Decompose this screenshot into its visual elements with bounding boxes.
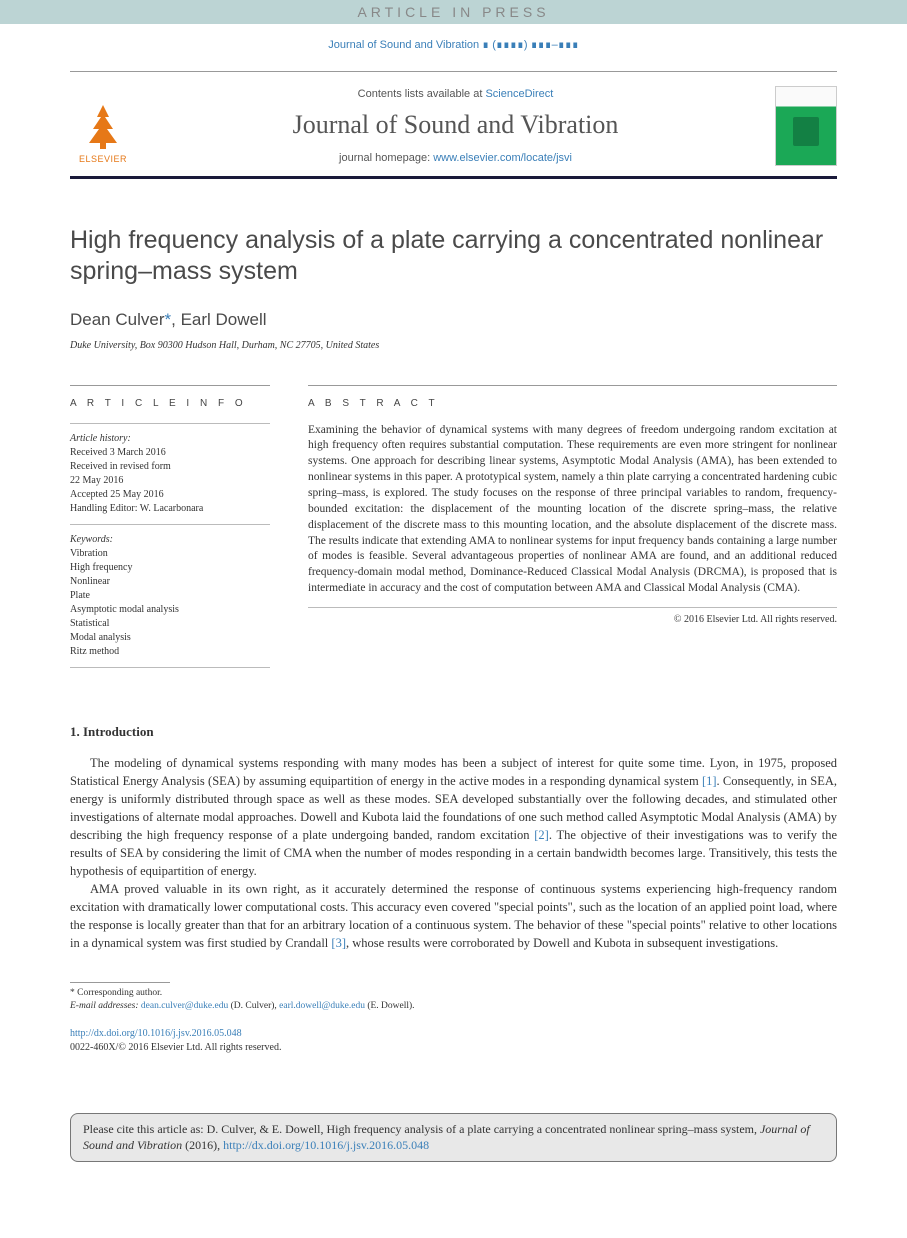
- homepage-link[interactable]: www.elsevier.com/locate/jsvi: [433, 152, 572, 164]
- corresponding-author-note: * Corresponding author.: [70, 987, 837, 1000]
- keywords-label: Keywords:: [70, 534, 113, 545]
- cite-prefix: Please cite this article as: D. Culver, …: [83, 1122, 760, 1136]
- homepage-line: journal homepage: www.elsevier.com/locat…: [156, 152, 755, 164]
- history-label: Article history:: [70, 433, 131, 444]
- ref-link-1[interactable]: [1]: [702, 774, 717, 788]
- keyword: Asymptotic modal analysis: [70, 604, 179, 615]
- paragraph-2: AMA proved valuable in its own right, as…: [70, 880, 837, 952]
- journal-center: Contents lists available at ScienceDirec…: [156, 88, 755, 164]
- email-link-1[interactable]: dean.culver@duke.edu: [141, 1001, 228, 1011]
- article-in-press-banner: ARTICLE IN PRESS: [0, 0, 907, 24]
- keyword: Nonlinear: [70, 576, 110, 587]
- keyword: Plate: [70, 590, 90, 601]
- footnote-rule: [70, 982, 170, 983]
- keywords: Keywords: Vibration High frequency Nonli…: [70, 524, 270, 668]
- abstract-copyright: © 2016 Elsevier Ltd. All rights reserved…: [308, 614, 837, 625]
- cite-year: (2016),: [182, 1138, 223, 1152]
- journal-header-box: ELSEVIER Contents lists available at Sci…: [70, 71, 837, 179]
- article-title: High frequency analysis of a plate carry…: [70, 225, 837, 288]
- keyword: Modal analysis: [70, 632, 131, 643]
- header-citation: Journal of Sound and Vibration ∎ (∎∎∎∎) …: [70, 24, 837, 71]
- abstract-header: A B S T R A C T: [308, 385, 837, 409]
- email-line: E-mail addresses: dean.culver@duke.edu (…: [70, 1000, 837, 1013]
- ref-link-3[interactable]: [3]: [331, 936, 346, 950]
- elsevier-logo: ELSEVIER: [70, 88, 136, 164]
- contents-prefix: Contents lists available at: [358, 88, 486, 100]
- footnotes: * Corresponding author. E-mail addresses…: [70, 987, 837, 1014]
- journal-name: Journal of Sound and Vibration: [156, 110, 755, 140]
- abstract-col: A B S T R A C T Examining the behavior o…: [308, 385, 837, 668]
- cite-doi-link[interactable]: http://dx.doi.org/10.1016/j.jsv.2016.05.…: [223, 1138, 429, 1152]
- affiliation: Duke University, Box 90300 Hudson Hall, …: [70, 340, 837, 351]
- keyword: Statistical: [70, 618, 109, 629]
- email-link-2[interactable]: earl.dowell@duke.edu: [279, 1001, 365, 1011]
- contents-line: Contents lists available at ScienceDirec…: [156, 88, 755, 100]
- homepage-prefix: journal homepage:: [339, 152, 433, 164]
- ref-link-2[interactable]: [2]: [534, 828, 549, 842]
- article-info-header: A R T I C L E I N F O: [70, 385, 270, 409]
- body-span: , whose results were corroborated by Dow…: [346, 936, 778, 950]
- author-1: Dean Culver: [70, 310, 165, 329]
- keyword: Ritz method: [70, 646, 119, 657]
- abstract-text: Examining the behavior of dynamical syst…: [308, 423, 837, 608]
- info-abstract-row: A R T I C L E I N F O Article history: R…: [70, 385, 837, 668]
- page-content: Journal of Sound and Vibration ∎ (∎∎∎∎) …: [0, 24, 907, 1083]
- issn-line: 0022-460X/© 2016 Elsevier Ltd. All right…: [70, 1042, 837, 1053]
- authors: Dean Culver*, Earl Dowell: [70, 310, 837, 330]
- history-line: Received in revised form: [70, 461, 171, 472]
- article-history: Article history: Received 3 March 2016 R…: [70, 423, 270, 524]
- email-name-1: (D. Culver),: [228, 1001, 279, 1011]
- doi-link[interactable]: http://dx.doi.org/10.1016/j.jsv.2016.05.…: [70, 1028, 242, 1039]
- paragraph-1: The modeling of dynamical systems respon…: [70, 754, 837, 880]
- keyword: Vibration: [70, 548, 108, 559]
- section-1-body: The modeling of dynamical systems respon…: [70, 754, 837, 952]
- email-label: E-mail addresses:: [70, 1001, 141, 1011]
- journal-cover-thumb: [775, 86, 837, 166]
- email-name-2: (E. Dowell).: [365, 1001, 415, 1011]
- section-1-header: 1. Introduction: [70, 724, 837, 740]
- author-2: Earl Dowell: [181, 310, 267, 329]
- elsevier-tree-icon: [77, 99, 129, 151]
- history-line: Received 3 March 2016: [70, 447, 166, 458]
- history-line: Accepted 25 May 2016: [70, 489, 164, 500]
- author-sep: ,: [171, 310, 180, 329]
- sciencedirect-link[interactable]: ScienceDirect: [485, 88, 553, 100]
- history-line: Handling Editor: W. Lacarbonara: [70, 503, 203, 514]
- history-line: 22 May 2016: [70, 475, 123, 486]
- cite-this-box: Please cite this article as: D. Culver, …: [70, 1113, 837, 1162]
- keyword: High frequency: [70, 562, 132, 573]
- doi-block: http://dx.doi.org/10.1016/j.jsv.2016.05.…: [70, 1023, 837, 1053]
- article-info-col: A R T I C L E I N F O Article history: R…: [70, 385, 270, 668]
- elsevier-label: ELSEVIER: [79, 154, 127, 164]
